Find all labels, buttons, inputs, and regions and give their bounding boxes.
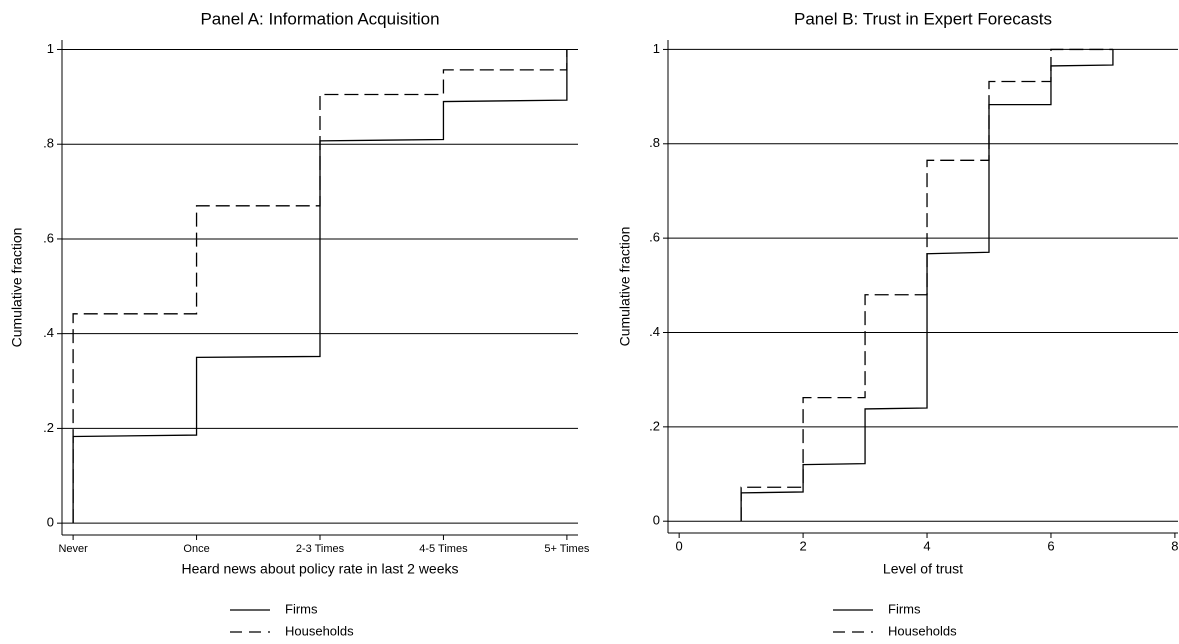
series-line <box>72 49 568 524</box>
chart-title: Panel B: Trust in Expert Forecasts <box>794 9 1052 28</box>
x-tick-label: Never <box>58 543 88 555</box>
y-axis-label: Cumulative fraction <box>9 228 25 348</box>
x-tick-label: 6 <box>1047 538 1054 553</box>
x-tick-label: 4-5 Times <box>419 543 468 555</box>
series-line <box>72 49 568 524</box>
x-axis-label: Level of trust <box>883 561 963 577</box>
x-tick-label: 2-3 Times <box>296 543 345 555</box>
x-tick-label: Once <box>183 543 209 555</box>
y-tick-label: 0 <box>653 513 660 528</box>
chart-title: Panel A: Information Acquisition <box>200 9 439 28</box>
y-tick-label: .6 <box>649 230 660 245</box>
y-tick-label: .4 <box>43 325 54 340</box>
y-tick-label: .8 <box>43 136 54 151</box>
y-tick-label: .2 <box>43 420 54 435</box>
y-tick-label: 1 <box>47 41 54 56</box>
y-tick-label: .8 <box>649 135 660 150</box>
x-axis-label: Heard news about policy rate in last 2 w… <box>181 561 458 577</box>
y-tick-label: 1 <box>653 41 660 56</box>
y-tick-label: 0 <box>47 515 54 530</box>
x-tick-label: 0 <box>676 538 683 553</box>
legend-label: Firms <box>888 601 921 616</box>
x-tick-label: 2 <box>799 538 806 553</box>
y-tick-label: .2 <box>649 418 660 433</box>
legend-label: Households <box>888 623 957 638</box>
x-tick-label: 4 <box>923 538 930 553</box>
legend-label: Households <box>285 623 354 638</box>
y-axis-label: Cumulative fraction <box>617 227 633 347</box>
series-line <box>740 48 1113 522</box>
series-line <box>740 49 1114 522</box>
legend-label: Firms <box>285 601 318 616</box>
y-tick-label: .4 <box>649 324 660 339</box>
y-tick-label: .6 <box>43 230 54 245</box>
x-tick-label: 8 <box>1171 538 1178 553</box>
x-tick-label: 5+ Times <box>544 543 589 555</box>
